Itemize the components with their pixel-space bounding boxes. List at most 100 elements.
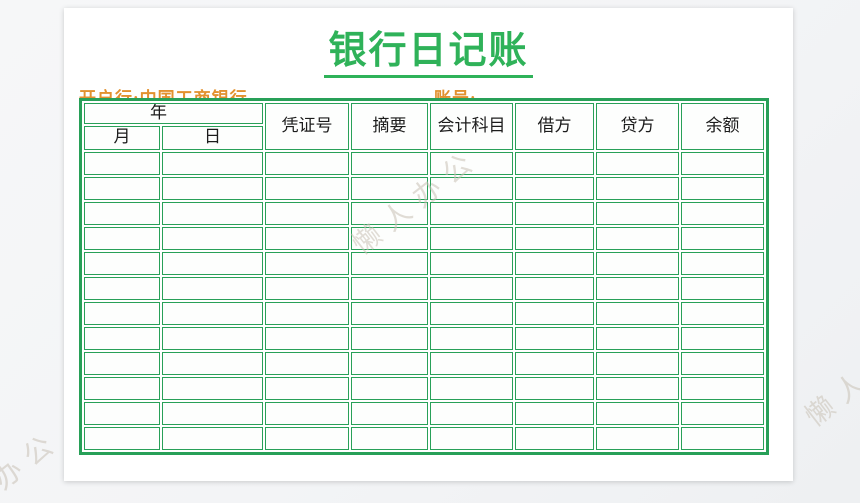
ledger-cell[interactable] xyxy=(351,326,428,350)
ledger-cell[interactable] xyxy=(430,176,513,200)
ledger-cell[interactable] xyxy=(265,251,349,275)
ledger-cell[interactable] xyxy=(351,201,428,225)
ledger-cell[interactable] xyxy=(265,301,349,325)
ledger-cell[interactable] xyxy=(162,426,263,450)
ledger-cell[interactable] xyxy=(430,401,513,425)
ledger-table: 年凭证号 摘要 会计科目 借方 贷方 余额月日 xyxy=(82,101,766,452)
ledger-cell[interactable] xyxy=(596,201,679,225)
ledger-cell[interactable] xyxy=(162,251,263,275)
ledger-cell[interactable] xyxy=(162,301,263,325)
ledger-cell[interactable] xyxy=(681,326,764,350)
ledger-cell[interactable] xyxy=(351,251,428,275)
ledger-cell[interactable] xyxy=(515,301,594,325)
ledger-cell[interactable] xyxy=(515,276,594,300)
ledger-cell[interactable] xyxy=(681,401,764,425)
ledger-cell[interactable] xyxy=(430,376,513,400)
ledger-cell[interactable] xyxy=(596,151,679,175)
ledger-cell[interactable] xyxy=(265,376,349,400)
ledger-cell[interactable] xyxy=(430,326,513,350)
ledger-cell[interactable] xyxy=(351,151,428,175)
ledger-cell[interactable] xyxy=(596,301,679,325)
ledger-cell[interactable] xyxy=(84,376,160,400)
ledger-cell[interactable] xyxy=(84,226,160,250)
ledger-cell[interactable] xyxy=(681,251,764,275)
ledger-cell[interactable] xyxy=(162,201,263,225)
ledger-cell[interactable] xyxy=(430,301,513,325)
ledger-cell[interactable] xyxy=(596,426,679,450)
ledger-cell[interactable] xyxy=(430,201,513,225)
ledger-cell[interactable] xyxy=(515,251,594,275)
ledger-cell[interactable] xyxy=(681,176,764,200)
ledger-cell[interactable] xyxy=(162,276,263,300)
ledger-cell[interactable] xyxy=(351,276,428,300)
ledger-cell[interactable] xyxy=(265,201,349,225)
ledger-cell[interactable] xyxy=(84,351,160,375)
ledger-cell[interactable] xyxy=(430,351,513,375)
ledger-cell[interactable] xyxy=(515,351,594,375)
ledger-cell[interactable] xyxy=(596,401,679,425)
ledger-cell[interactable] xyxy=(351,176,428,200)
ledger-cell[interactable] xyxy=(84,176,160,200)
ledger-cell[interactable] xyxy=(84,251,160,275)
ledger-cell[interactable] xyxy=(84,426,160,450)
ledger-cell[interactable] xyxy=(681,151,764,175)
ledger-cell[interactable] xyxy=(515,401,594,425)
ledger-cell[interactable] xyxy=(265,426,349,450)
ledger-cell[interactable] xyxy=(681,376,764,400)
ledger-cell[interactable] xyxy=(84,401,160,425)
ledger-cell[interactable] xyxy=(162,326,263,350)
ledger-cell[interactable] xyxy=(681,226,764,250)
ledger-cell[interactable] xyxy=(84,326,160,350)
ledger-cell[interactable] xyxy=(351,401,428,425)
ledger-cell[interactable] xyxy=(596,276,679,300)
ledger-cell[interactable] xyxy=(162,226,263,250)
ledger-cell[interactable] xyxy=(515,326,594,350)
ledger-cell[interactable] xyxy=(84,201,160,225)
ledger-cell[interactable] xyxy=(265,226,349,250)
ledger-cell[interactable] xyxy=(515,176,594,200)
ledger-cell[interactable] xyxy=(265,401,349,425)
ledger-cell[interactable] xyxy=(430,226,513,250)
ledger-cell[interactable] xyxy=(265,151,349,175)
ledger-cell[interactable] xyxy=(596,376,679,400)
ledger-cell[interactable] xyxy=(162,401,263,425)
ledger-cell[interactable] xyxy=(162,176,263,200)
ledger-cell[interactable] xyxy=(265,351,349,375)
ledger-cell[interactable] xyxy=(351,226,428,250)
ledger-cell[interactable] xyxy=(681,426,764,450)
ledger-cell[interactable] xyxy=(515,426,594,450)
title-row: 银行日记账 xyxy=(64,30,793,78)
ledger-cell[interactable] xyxy=(596,226,679,250)
ledger-cell[interactable] xyxy=(162,151,263,175)
ledger-cell[interactable] xyxy=(430,276,513,300)
ledger-cell[interactable] xyxy=(84,276,160,300)
ledger-cell[interactable] xyxy=(351,426,428,450)
ledger-cell[interactable] xyxy=(596,176,679,200)
ledger-cell[interactable] xyxy=(515,376,594,400)
ledger-cell[interactable] xyxy=(681,201,764,225)
ledger-cell[interactable] xyxy=(162,376,263,400)
ledger-cell[interactable] xyxy=(515,226,594,250)
ledger-cell[interactable] xyxy=(351,351,428,375)
ledger-cell[interactable] xyxy=(596,326,679,350)
ledger-cell[interactable] xyxy=(265,276,349,300)
header-voucher-no: 凭证号 xyxy=(265,103,349,150)
ledger-cell[interactable] xyxy=(84,151,160,175)
ledger-cell[interactable] xyxy=(430,251,513,275)
ledger-cell[interactable] xyxy=(351,376,428,400)
ledger-cell[interactable] xyxy=(681,301,764,325)
ledger-cell[interactable] xyxy=(596,251,679,275)
ledger-cell[interactable] xyxy=(515,201,594,225)
ledger-cell[interactable] xyxy=(351,301,428,325)
ledger-cell[interactable] xyxy=(84,301,160,325)
ledger-cell[interactable] xyxy=(265,176,349,200)
ledger-cell[interactable] xyxy=(596,351,679,375)
ledger-cell[interactable] xyxy=(515,151,594,175)
ledger-cell[interactable] xyxy=(681,351,764,375)
ledger-cell[interactable] xyxy=(265,326,349,350)
ledger-cell[interactable] xyxy=(681,276,764,300)
ledger-cell[interactable] xyxy=(430,426,513,450)
ledger-cell[interactable] xyxy=(162,351,263,375)
header-year: 年 xyxy=(84,103,263,124)
ledger-cell[interactable] xyxy=(430,151,513,175)
